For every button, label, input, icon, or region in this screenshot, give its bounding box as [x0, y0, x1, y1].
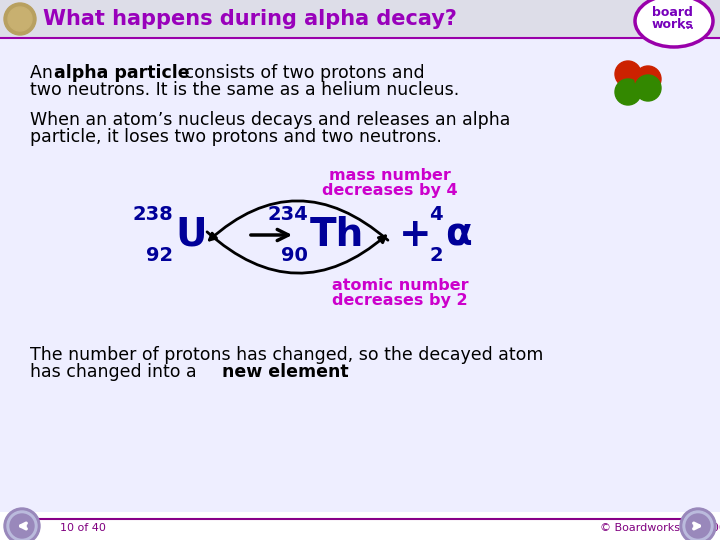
Bar [0, 0, 720, 38]
Text: 234: 234 [267, 205, 308, 224]
FancyArrowPatch shape [210, 201, 388, 240]
Text: •••: ••• [682, 26, 694, 32]
Text: consists of two protons and: consists of two protons and [179, 64, 425, 82]
Text: decreases by 2: decreases by 2 [332, 294, 468, 308]
Text: board: board [652, 6, 693, 19]
Text: When an atom’s nucleus decays and releases an alpha: When an atom’s nucleus decays and releas… [30, 111, 510, 129]
Text: U: U [175, 216, 207, 254]
Text: 92: 92 [146, 246, 173, 265]
Text: mass number: mass number [329, 167, 451, 183]
Text: particle, it loses two protons and two neutrons.: particle, it loses two protons and two n… [30, 128, 442, 146]
Text: .: . [340, 363, 346, 381]
Text: α: α [445, 216, 472, 254]
Text: 4: 4 [429, 205, 443, 224]
Circle shape [4, 3, 36, 35]
Circle shape [686, 514, 710, 538]
FancyArrowPatch shape [207, 232, 385, 273]
Text: works: works [651, 18, 693, 31]
Text: decreases by 4: decreases by 4 [322, 184, 458, 199]
Text: 10 of 40: 10 of 40 [60, 523, 106, 533]
Bar [0, 512, 720, 540]
Text: © Boardworks Ltd 2007: © Boardworks Ltd 2007 [600, 523, 720, 533]
Text: has changed into a: has changed into a [30, 363, 202, 381]
Circle shape [7, 511, 37, 540]
Text: atomic number: atomic number [332, 278, 468, 293]
Circle shape [635, 75, 661, 101]
Circle shape [680, 508, 716, 540]
Text: The number of protons has changed, so the decayed atom: The number of protons has changed, so th… [30, 346, 544, 364]
Circle shape [4, 508, 40, 540]
Text: 2: 2 [429, 246, 443, 265]
Circle shape [10, 514, 34, 538]
Circle shape [683, 511, 713, 540]
Text: 90: 90 [281, 246, 308, 265]
Circle shape [615, 61, 641, 87]
Circle shape [615, 79, 641, 105]
Text: 238: 238 [132, 205, 173, 224]
Text: Th: Th [310, 216, 364, 254]
Circle shape [8, 7, 32, 31]
Text: two neutrons. It is the same as a helium nucleus.: two neutrons. It is the same as a helium… [30, 81, 459, 99]
Circle shape [635, 66, 661, 92]
Ellipse shape [635, 0, 713, 47]
Text: +: + [399, 216, 431, 254]
Text: An: An [30, 64, 58, 82]
Text: new element: new element [222, 363, 348, 381]
Text: What happens during alpha decay?: What happens during alpha decay? [43, 9, 457, 29]
Text: alpha particle: alpha particle [54, 64, 189, 82]
